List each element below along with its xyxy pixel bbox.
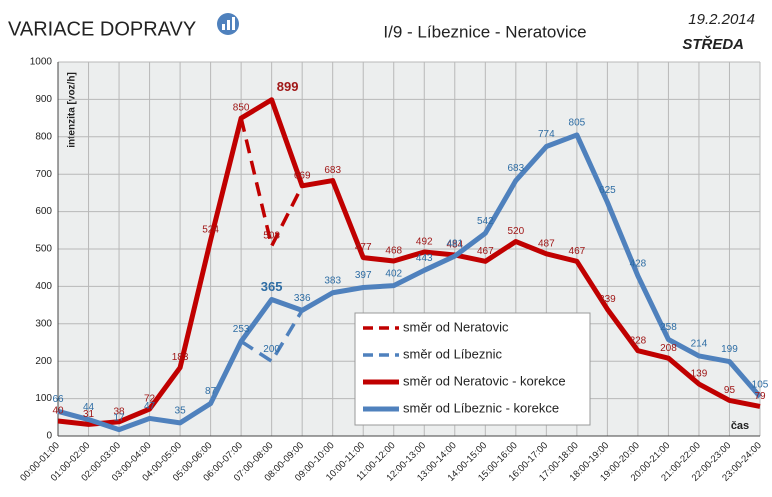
y-tick-label: 700 [35, 169, 52, 180]
data-label: 139 [691, 369, 708, 380]
data-label: 66 [52, 394, 64, 405]
data-label: 625 [599, 185, 616, 196]
series-line [57, 97, 761, 427]
data-label: 17 [113, 412, 125, 423]
data-label: 365 [261, 279, 283, 294]
y-tick-label: 900 [35, 94, 52, 105]
y-tick-label: 1000 [30, 57, 53, 68]
y-tick-label: 300 [35, 318, 52, 329]
data-label: 38 [113, 406, 125, 417]
data-label: 477 [355, 242, 372, 253]
data-label: 899 [277, 79, 299, 94]
chart-subtitle: I/9 - Líbeznice - Neratovice [383, 22, 586, 41]
data-label: 35 [175, 406, 187, 417]
data-label: 200 [263, 344, 280, 355]
legend-label: směr od Líbeznic [403, 346, 502, 361]
data-label: 79 [754, 391, 766, 402]
data-label: 524 [202, 225, 219, 236]
data-label: 443 [416, 253, 433, 264]
data-label: 95 [724, 385, 736, 396]
data-label: 87 [205, 386, 217, 397]
data-label: 183 [172, 352, 189, 363]
day: STŘEDA [682, 35, 744, 53]
legend-label: směr od Neratovic - korekce [403, 373, 566, 388]
data-label: 208 [660, 343, 677, 354]
data-label: 40 [52, 406, 64, 417]
legend-label: směr od Líbeznic - korekce [403, 400, 559, 415]
data-label: 467 [477, 246, 494, 257]
data-label: 105 [752, 379, 769, 390]
data-label: 805 [569, 118, 586, 129]
legend-label: směr od Neratovic [403, 319, 509, 334]
data-label: 383 [324, 275, 341, 286]
data-label: 339 [599, 294, 616, 305]
data-label: 850 [233, 103, 250, 114]
chart-title: VARIACE DOPRAVY [8, 18, 196, 40]
data-label: 72 [144, 394, 156, 405]
data-label: 428 [630, 259, 647, 270]
legend-box [354, 312, 591, 426]
y-tick-label: 100 [35, 393, 52, 404]
y-tick-label: 500 [35, 244, 52, 255]
y-tick-label: 800 [35, 131, 52, 142]
y-tick-label: 200 [35, 356, 52, 367]
data-label: 228 [630, 335, 647, 346]
data-label: 258 [660, 322, 677, 333]
data-label: 253 [233, 324, 250, 335]
data-label: 487 [538, 239, 555, 250]
data-label: 484 [446, 240, 463, 251]
data-label: 774 [538, 129, 555, 140]
data-label: 468 [385, 246, 402, 257]
data-label: 467 [569, 246, 586, 257]
data-label: 520 [507, 226, 524, 237]
y-tick-label: 0 [46, 431, 52, 442]
series-line [57, 132, 762, 433]
data-label: 402 [385, 268, 402, 279]
data-label: 492 [416, 237, 433, 248]
y-tick-label: 600 [35, 206, 52, 217]
x-axis-title: čas [731, 420, 749, 432]
date: 19.2.2014 [688, 11, 755, 28]
data-label: 542 [477, 216, 494, 227]
data-label: 508 [263, 231, 280, 242]
data-label: 44 [83, 402, 95, 413]
y-axis-title: intenzita [voz/h] [67, 72, 78, 148]
y-tick-label: 400 [35, 281, 52, 292]
data-label: 683 [507, 163, 524, 174]
data-label: 47 [144, 401, 156, 412]
series-line [239, 117, 304, 248]
data-label: 669 [294, 170, 311, 181]
data-label: 683 [324, 165, 341, 176]
data-label: 397 [355, 270, 372, 281]
data-label: 31 [83, 409, 95, 420]
data-label: 214 [691, 339, 708, 350]
data-label: 481 [446, 239, 463, 250]
data-label: 199 [721, 344, 738, 355]
series-line [240, 309, 304, 363]
data-label: 336 [294, 293, 311, 304]
chart-icon [217, 13, 239, 35]
